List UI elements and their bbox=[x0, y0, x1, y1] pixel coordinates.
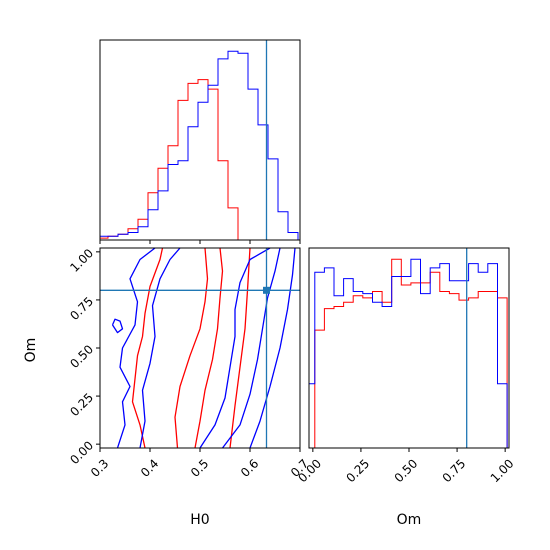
contour-xtick-label-0: 0.3 bbox=[88, 456, 111, 479]
x-axis-label-om: Om bbox=[397, 512, 422, 528]
om-hist-red-step bbox=[309, 258, 508, 448]
contour-ytick-label-2: 0.50 bbox=[67, 342, 96, 371]
contour-ytick-label-4: 1.00 bbox=[67, 246, 96, 275]
om-hist-xtick-label-1: 0.25 bbox=[343, 456, 372, 485]
contour-line-red-0 bbox=[131, 248, 164, 448]
contour-xtick-label-2: 0.5 bbox=[188, 456, 211, 479]
om-hist-xtick-label-3: 0.75 bbox=[440, 456, 469, 485]
contour-line-red-3 bbox=[229, 248, 251, 448]
contour-line-blue-8 bbox=[249, 248, 296, 448]
om-hist-frame bbox=[308, 247, 510, 449]
contour-truth-marker bbox=[263, 286, 270, 294]
h0-hist-plot-area bbox=[100, 40, 300, 240]
h0-hist-frame bbox=[99, 39, 301, 241]
contour-line-blue-5 bbox=[139, 248, 181, 448]
contour-ytick-label-1: 0.25 bbox=[67, 390, 96, 419]
h0-hist-blue-step bbox=[100, 50, 300, 240]
contour-line-blue-6 bbox=[199, 248, 271, 448]
om-hist-xtick-label-2: 0.50 bbox=[392, 456, 421, 485]
h0-om-contour-panel: 0.3 0.4 0.5 0.6 0.70.000.250.500.751.00 bbox=[67, 246, 311, 480]
contour-line-blue-4 bbox=[116, 248, 156, 448]
contour-line-blue-9 bbox=[111, 318, 124, 334]
contour-ytick-label-3: 0.75 bbox=[67, 294, 96, 323]
om-hist-plot-area bbox=[309, 248, 508, 448]
contour-line-red-1 bbox=[174, 248, 209, 448]
contour-ytick-label-0: 0.00 bbox=[67, 438, 96, 467]
h0-hist-red-step bbox=[100, 79, 300, 240]
contour-line-blue-7 bbox=[221, 248, 281, 448]
om-histogram-panel: 0.00 0.25 0.50 0.75 1.00 bbox=[295, 247, 517, 485]
contour-line-red-2 bbox=[194, 248, 224, 448]
h0-histogram-panel bbox=[99, 39, 301, 244]
contour-plot-area bbox=[100, 248, 300, 448]
om-hist-blue-step bbox=[309, 258, 508, 448]
y-axis-label-om: Om bbox=[23, 338, 39, 363]
x-axis-label-h0: H0 bbox=[190, 512, 209, 528]
contour-xtick-label-1: 0.4 bbox=[138, 456, 161, 479]
om-hist-xtick-label-4: 1.00 bbox=[488, 456, 517, 485]
contour-xtick-label-3: 0.6 bbox=[238, 456, 261, 479]
